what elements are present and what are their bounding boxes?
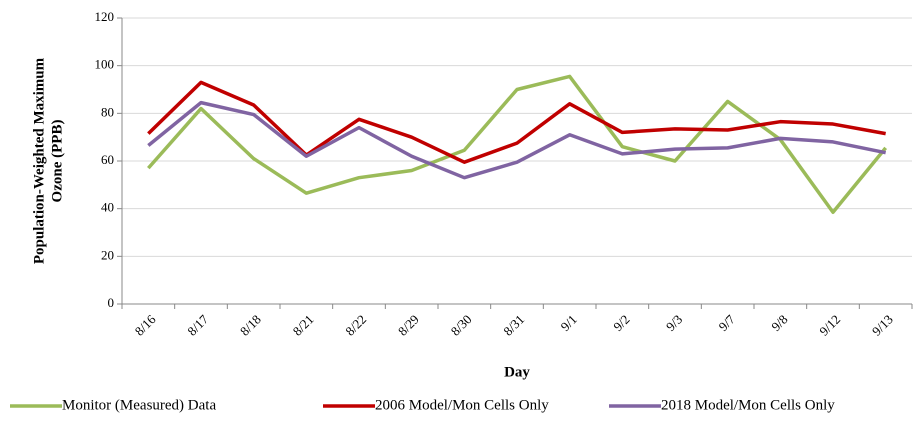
x-tick-label: 8/29 <box>395 312 422 339</box>
x-tick-label: 8/31 <box>500 312 527 339</box>
x-tick-label: 9/3 <box>663 312 685 334</box>
x-tick-label: 9/2 <box>610 312 632 334</box>
x-tick-label: 9/7 <box>716 311 739 334</box>
line-series <box>147 100 887 180</box>
x-tick-label: 8/21 <box>290 312 317 339</box>
line-series <box>147 74 888 214</box>
y-tick-label: 40 <box>101 200 114 215</box>
x-tick-label: 9/8 <box>768 312 790 334</box>
x-tick-label: 9/13 <box>869 312 896 339</box>
x-tick-label: 8/17 <box>184 311 211 338</box>
y-axis-label: Ozone (PPB) <box>49 120 65 203</box>
x-tick-label: 8/16 <box>132 311 159 338</box>
legend-text: 2006 Model/Mon Cells Only <box>375 397 549 413</box>
y-tick-label: 120 <box>95 9 115 24</box>
line-series <box>147 80 886 164</box>
legend-text: 2018 Model/Mon Cells Only <box>661 397 835 413</box>
x-axis-label: Day <box>504 364 530 380</box>
legend-text: Monitor (Measured) Data <box>62 397 216 413</box>
y-tick-label: 20 <box>101 247 114 262</box>
x-tick-label: 8/30 <box>448 312 475 339</box>
x-tick-label: 9/1 <box>558 312 580 334</box>
x-tick-label: 8/18 <box>237 312 264 339</box>
y-axis-label: Population-Weighted Maximum <box>31 57 47 264</box>
x-tick-label: 8/22 <box>342 312 369 339</box>
y-tick-label: 60 <box>101 152 114 167</box>
x-tick-label: 9/12 <box>816 312 843 339</box>
y-tick-label: 0 <box>108 295 115 310</box>
y-tick-label: 100 <box>95 57 115 72</box>
y-tick-label: 80 <box>101 104 114 119</box>
